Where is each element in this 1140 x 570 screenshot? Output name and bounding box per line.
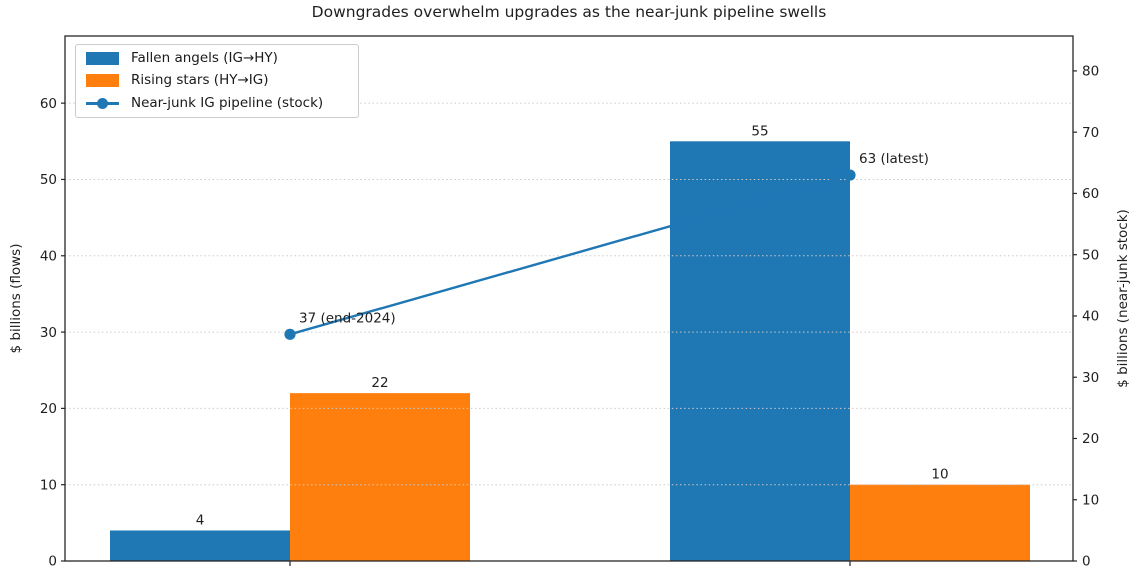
legend-item-3: Near-junk IG pipeline (stock) bbox=[76, 94, 358, 111]
legend-line-marker-icon bbox=[86, 97, 119, 110]
legend: Fallen angels (IG→HY) Rising stars (HY→IG… bbox=[75, 44, 359, 118]
pipeline-line bbox=[289, 173, 851, 336]
bar-value-label: 10 bbox=[931, 467, 948, 483]
legend-item-1: Fallen angels (IG→HY) bbox=[76, 49, 358, 66]
point-annotation: 37 (end-2024) bbox=[299, 310, 396, 326]
legend-item-2: Rising stars (HY→IG) bbox=[76, 74, 358, 88]
right-axis-tick-label: 0 bbox=[1082, 554, 1091, 570]
legend-bar-swatch-icon bbox=[86, 74, 119, 88]
right-axis-tick-label: 60 bbox=[1082, 186, 1099, 202]
left-axis-tick-label: 30 bbox=[40, 325, 57, 341]
bar-series1-group1 bbox=[110, 530, 290, 561]
left-axis-tick-label: 0 bbox=[48, 554, 57, 570]
bar-value-label: 4 bbox=[196, 512, 205, 528]
bar-value-label: 22 bbox=[371, 375, 388, 391]
plot-border bbox=[64, 35, 1074, 562]
bar-value-label: 55 bbox=[751, 123, 768, 139]
right-axis-tick-label: 20 bbox=[1082, 431, 1099, 447]
bar-series2-group1 bbox=[290, 393, 470, 561]
legend-label: Fallen angels (IG→HY) bbox=[131, 49, 278, 66]
legend-bar-swatch-icon bbox=[86, 51, 119, 65]
right-axis-tick-label: 50 bbox=[1082, 247, 1099, 263]
right-axis-tick-label: 70 bbox=[1082, 125, 1099, 141]
right-axis-tick-label: 30 bbox=[1082, 370, 1099, 386]
bar-series1-group2 bbox=[670, 141, 850, 561]
right-axis-tick-label: 40 bbox=[1082, 309, 1099, 325]
left-axis-label: $ billions (flows) bbox=[8, 244, 24, 354]
left-axis-tick-label: 50 bbox=[40, 172, 57, 188]
left-axis-tick-label: 20 bbox=[40, 401, 57, 417]
left-axis-tick-label: 40 bbox=[40, 248, 57, 264]
right-axis-tick-label: 80 bbox=[1082, 64, 1099, 80]
pipeline-marker-2 bbox=[844, 169, 856, 181]
right-axis-tick-label: 10 bbox=[1082, 492, 1099, 508]
pipeline-marker-1 bbox=[284, 328, 296, 340]
bar-series2-group2 bbox=[850, 484, 1030, 561]
left-axis-tick-label: 60 bbox=[40, 96, 57, 112]
point-annotation: 63 (latest) bbox=[859, 151, 929, 167]
legend-label: Near-junk IG pipeline (stock) bbox=[131, 94, 324, 111]
chart-title: Downgrades overwhelm upgrades as the nea… bbox=[311, 3, 827, 21]
legend-label: Rising stars (HY→IG) bbox=[131, 72, 269, 89]
right-axis-label: $ billions (near-junk stock) bbox=[1115, 209, 1131, 388]
left-axis-tick-label: 10 bbox=[40, 477, 57, 493]
